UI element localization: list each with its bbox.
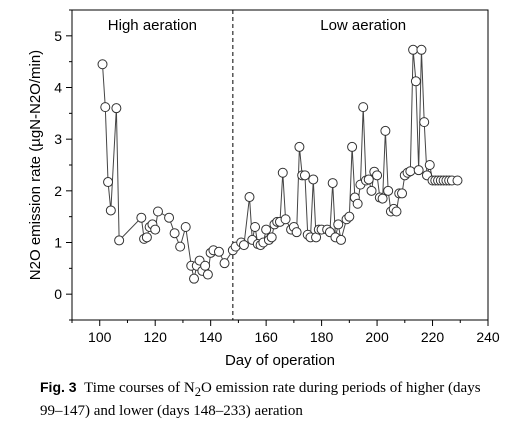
- data-point: [366, 185, 377, 196]
- y-tick-label: 2: [54, 183, 62, 199]
- data-point: [111, 103, 122, 114]
- data-point: [280, 214, 291, 225]
- data-point: [200, 260, 211, 271]
- data-point: [105, 205, 116, 216]
- y-tick-label: 5: [54, 28, 62, 44]
- data-point: [164, 212, 175, 223]
- data-point: [408, 44, 419, 55]
- x-tick-label: 120: [144, 329, 168, 345]
- data-point: [397, 188, 408, 199]
- data-point: [169, 228, 180, 239]
- data-point: [424, 160, 435, 170]
- data-point: [150, 224, 161, 235]
- data-point: [152, 206, 163, 217]
- y-axis-label: N2O emission rate (µgN-N2O/min): [27, 50, 44, 280]
- data-point: [291, 227, 302, 238]
- y-tick-label: 3: [54, 131, 62, 147]
- data-point: [202, 269, 213, 280]
- data-point: [413, 165, 424, 176]
- data-point: [103, 177, 114, 188]
- data-point: [266, 232, 277, 243]
- x-tick-label: 140: [199, 329, 223, 345]
- data-point: [410, 76, 421, 87]
- series-line: [102, 49, 458, 279]
- data-point: [175, 241, 186, 252]
- figure-label: Fig. 3: [40, 379, 77, 395]
- data-point: [352, 198, 363, 209]
- data-point: [277, 167, 288, 178]
- x-tick-label: 160: [254, 329, 278, 345]
- caption-text-after: O emission rate during periods of higher…: [40, 380, 481, 419]
- data-point: [294, 141, 305, 152]
- y-tick-label: 0: [54, 286, 62, 302]
- x-tick-label: 220: [421, 329, 445, 345]
- caption-subscript: 2: [194, 385, 202, 399]
- data-point: [308, 174, 319, 185]
- data-point: [114, 235, 125, 246]
- x-tick-label: 180: [310, 329, 334, 345]
- data-point: [238, 240, 249, 251]
- data-point: [327, 178, 338, 189]
- data-point: [391, 206, 402, 217]
- data-point: [363, 174, 374, 185]
- data-point: [136, 212, 147, 223]
- x-tick-label: 240: [476, 329, 500, 345]
- data-point: [189, 273, 200, 284]
- x-tick-label: 200: [365, 329, 389, 345]
- data-point: [333, 219, 344, 230]
- data-point: [419, 117, 430, 128]
- data-point: [250, 222, 261, 232]
- data-point: [380, 125, 391, 136]
- data-point: [219, 258, 230, 269]
- x-axis-label: Day of operation: [225, 352, 335, 369]
- data-point: [244, 192, 255, 203]
- region-label: High aeration: [108, 17, 197, 34]
- data-point: [405, 166, 416, 177]
- data-point: [383, 185, 394, 196]
- data-point: [261, 224, 272, 235]
- caption-text-before: Time courses of N: [84, 380, 195, 396]
- y-tick-label: 1: [54, 235, 62, 251]
- data-point: [347, 141, 358, 152]
- data-point: [377, 193, 388, 204]
- figure-caption: Fig. 3 Time courses of N2O emission rate…: [40, 378, 500, 421]
- data-point: [358, 102, 369, 113]
- data-point: [213, 246, 224, 257]
- data-point: [299, 170, 310, 181]
- data-point: [416, 44, 427, 55]
- data-point: [100, 102, 111, 113]
- data-point: [97, 59, 108, 70]
- region-label: Low aeration: [320, 17, 406, 34]
- x-tick-label: 100: [88, 329, 112, 345]
- n2o-emission-chart: 100 120 140 160 180 200 220 240 0 1 2 3 4 5 Day of ope…: [27, 9, 500, 369]
- data-point: [336, 234, 347, 245]
- data-point: [452, 175, 463, 186]
- data-point: [180, 222, 191, 232]
- data-point: [344, 211, 355, 222]
- data-point: [372, 170, 383, 181]
- data-point: [141, 232, 152, 243]
- y-tick-label: 4: [54, 80, 62, 96]
